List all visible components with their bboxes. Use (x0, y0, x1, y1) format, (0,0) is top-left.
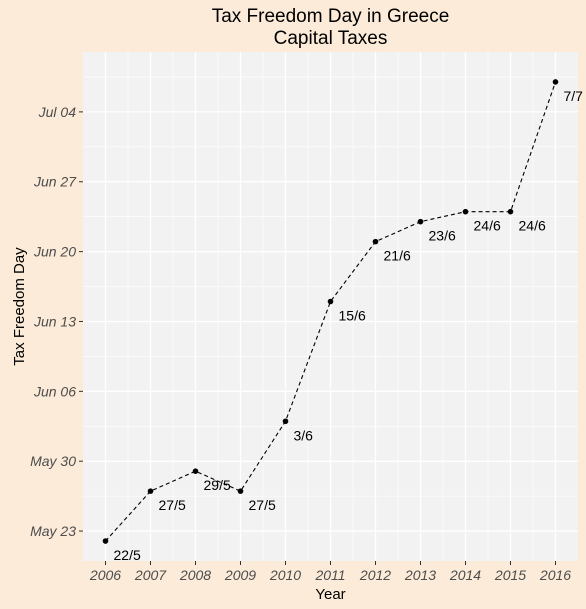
data-label: 15/6 (339, 308, 366, 324)
data-point (147, 488, 154, 494)
chart-subtitle: Capital Taxes (273, 28, 388, 49)
x-tick-label: 2010 (269, 567, 301, 583)
data-label: 29/5 (204, 477, 231, 493)
data-point (237, 488, 244, 494)
y-axis-title: Tax Freedom Day (11, 247, 28, 366)
data-point (507, 208, 514, 215)
y-tick-label: Jun 06 (33, 383, 76, 399)
data-label: 23/6 (429, 228, 456, 244)
y-tick-label: Jun 20 (33, 244, 76, 260)
series-line (105, 81, 557, 542)
x-tick-label: 2012 (359, 567, 391, 583)
data-point (372, 238, 379, 245)
data-label: 27/5 (159, 497, 186, 513)
data-label: 21/6 (384, 248, 411, 264)
x-tick-label: 2014 (449, 567, 481, 583)
data-label: 22/5 (114, 547, 141, 563)
x-tick-label: 2009 (224, 567, 256, 583)
data-point (462, 208, 469, 215)
y-tick-label: May 30 (30, 453, 76, 469)
y-tick-label: Jul 04 (38, 104, 77, 120)
data-point (192, 468, 199, 474)
data-label: 3/6 (294, 427, 314, 443)
x-tick-label: 2015 (494, 567, 526, 583)
data-label: 24/6 (519, 218, 546, 234)
x-axis-title: Year (315, 586, 345, 603)
x-tick-label: 2007 (134, 567, 167, 583)
data-label: 27/5 (249, 497, 276, 513)
x-tick-label: 2006 (89, 567, 121, 583)
data-point (552, 79, 559, 85)
x-tick-label: 2011 (314, 567, 345, 583)
chart-title: Tax Freedom Day in Greece (211, 6, 450, 27)
y-tick-label: Jun 13 (33, 313, 76, 329)
y-tick-label: Jun 27 (33, 174, 77, 190)
data-point (327, 298, 334, 305)
data-label: 24/6 (474, 218, 501, 234)
data-label: 7/7 (564, 88, 584, 104)
data-point (102, 538, 109, 544)
y-tick-label: May 23 (30, 523, 76, 539)
data-point (282, 418, 289, 425)
x-tick-label: 2016 (539, 567, 571, 583)
x-tick-label: 2008 (179, 567, 211, 583)
data-point (417, 218, 424, 225)
x-tick-label: 2013 (404, 567, 436, 583)
